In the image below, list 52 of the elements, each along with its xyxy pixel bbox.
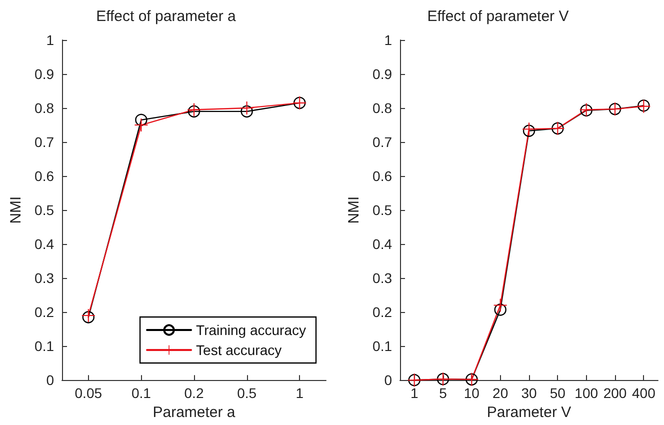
point bbox=[240, 102, 254, 115]
y-axis-title: NMI bbox=[8, 196, 25, 224]
x-tick-label: 0.05 bbox=[74, 385, 102, 402]
x-tick-label: 1 bbox=[296, 385, 304, 402]
y-tick-label: 0.5 bbox=[34, 202, 54, 218]
x-tick-label: 5 bbox=[439, 385, 448, 402]
x-tick-label: 400 bbox=[632, 385, 656, 402]
x-tick-label: 30 bbox=[521, 385, 537, 402]
y-tick-label: 1 bbox=[384, 32, 392, 48]
y-tick-label: 0.8 bbox=[372, 100, 392, 116]
point bbox=[134, 118, 148, 132]
y-tick-label: 0.1 bbox=[34, 338, 54, 354]
y-tick-label: 0.7 bbox=[34, 134, 54, 150]
x-tick-label: 200 bbox=[603, 385, 627, 402]
point bbox=[82, 311, 94, 324]
y-tick-label: 0.7 bbox=[372, 134, 392, 150]
y-tick-label: 0.3 bbox=[34, 270, 54, 286]
point bbox=[494, 298, 507, 312]
x-tick-label: 50 bbox=[550, 385, 566, 402]
x-axis-title: Parameter a bbox=[152, 404, 236, 421]
x-axis-title: Parameter V bbox=[486, 404, 572, 421]
y-tick-label: 0.4 bbox=[372, 236, 392, 252]
x-tick-label: 0.5 bbox=[237, 385, 257, 402]
y-tick-label: 0 bbox=[46, 372, 54, 388]
y-tick-label: 0.8 bbox=[34, 100, 54, 116]
chart-title: Effect of parameter a bbox=[96, 8, 237, 25]
x-tick-label: 0.1 bbox=[131, 385, 152, 402]
legend-label: Test accuracy bbox=[196, 342, 282, 358]
legend-label: Training accuracy bbox=[196, 322, 306, 338]
y-tick-label: 0.1 bbox=[372, 338, 392, 354]
y-tick-label: 1 bbox=[46, 32, 54, 48]
point bbox=[240, 105, 253, 118]
y-tick-label: 0.2 bbox=[372, 304, 392, 320]
x-tick-label: 0.2 bbox=[184, 385, 204, 402]
y-axis-title: NMI bbox=[346, 196, 363, 224]
y-tick-label: 0.5 bbox=[372, 202, 392, 218]
y-tick-label: 0.6 bbox=[372, 168, 392, 184]
y-tick-label: 0 bbox=[384, 372, 392, 388]
point bbox=[135, 114, 148, 126]
x-tick-label: 20 bbox=[492, 385, 508, 402]
x-tick-label: 1 bbox=[410, 385, 418, 402]
y-tick-label: 0.6 bbox=[34, 168, 54, 184]
point bbox=[82, 308, 95, 322]
y-tick-label: 0.2 bbox=[34, 304, 54, 320]
x-tick-label: 100 bbox=[574, 385, 598, 402]
x-tick-label: 10 bbox=[464, 385, 480, 402]
y-tick-label: 0.9 bbox=[34, 66, 54, 82]
point bbox=[494, 304, 506, 316]
y-tick-label: 0.3 bbox=[372, 270, 392, 286]
y-tick-label: 0.4 bbox=[34, 236, 54, 252]
chart-title: Effect of parameter V bbox=[427, 8, 569, 25]
y-tick-label: 0.9 bbox=[372, 66, 392, 82]
